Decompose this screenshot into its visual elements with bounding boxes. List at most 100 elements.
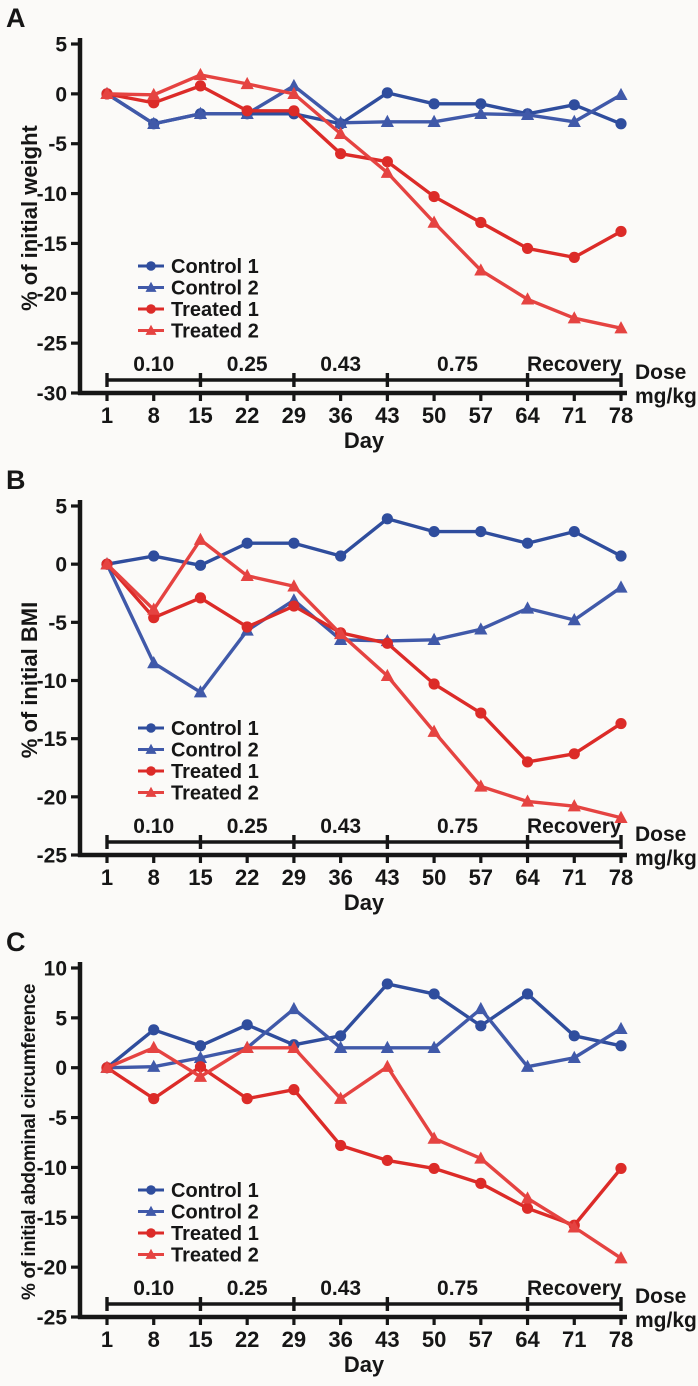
data-point-circle — [148, 1093, 160, 1105]
y-tick-label: 0 — [55, 1057, 67, 1080]
series-treated-2 — [100, 67, 628, 334]
y-tick-label: 0 — [55, 554, 67, 577]
data-point-circle — [428, 988, 440, 1000]
x-tick-label: 22 — [235, 403, 259, 428]
data-point-circle — [521, 242, 534, 255]
legend-item: Control 1 — [138, 256, 259, 278]
data-point-circle — [615, 225, 627, 238]
x-tick-label: 43 — [375, 403, 399, 428]
data-point-circle — [521, 537, 534, 549]
series-line-control-2 — [106, 84, 622, 126]
data-point-circle — [148, 612, 160, 624]
data-point-circle — [381, 978, 393, 990]
legend-circle-icon — [146, 1228, 156, 1238]
legend-item: Treated 1 — [138, 761, 259, 783]
data-point-circle — [521, 1202, 534, 1214]
data-point-circle — [428, 98, 440, 110]
legend-circle-icon — [146, 766, 156, 776]
data-point-circle — [615, 550, 627, 562]
x-tick-label: 15 — [188, 865, 212, 890]
data-point-triangle — [567, 1050, 581, 1063]
data-point-circle — [194, 1040, 207, 1052]
data-point-triangle — [147, 116, 161, 129]
panel-c-letter: C — [6, 927, 26, 957]
data-point-triangle — [427, 724, 441, 737]
data-point-circle — [194, 592, 207, 604]
data-point-triangle — [100, 1060, 114, 1073]
x-tick-label: 8 — [148, 1327, 160, 1352]
dose-segment-label: 0.25 — [227, 353, 268, 376]
data-point-triangle — [567, 114, 581, 127]
data-point-circle — [241, 1093, 253, 1105]
data-point-triangle — [520, 1059, 535, 1072]
x-tick-label: 50 — [422, 403, 446, 428]
data-point-triangle — [147, 87, 161, 101]
dose-segment-label: Recovery — [527, 353, 622, 376]
y-tick-label: -30 — [37, 383, 67, 406]
data-point-circle — [194, 559, 207, 571]
x-tick-label: 8 — [148, 865, 160, 890]
data-point-circle — [521, 988, 534, 1000]
data-point-triangle — [193, 67, 208, 81]
data-point-triangle — [147, 1040, 161, 1053]
dose-segment-label: 0.10 — [133, 815, 174, 838]
data-point-circle — [381, 513, 393, 525]
data-point-triangle — [334, 1091, 348, 1104]
legend-circle-icon — [146, 261, 156, 271]
data-point-triangle — [100, 86, 114, 100]
y-tick-label: -10 — [37, 183, 67, 206]
legend-item: Treated 1 — [138, 1223, 259, 1245]
data-point-triangle — [614, 87, 628, 101]
data-point-triangle — [334, 1040, 348, 1053]
x-tick-label: 50 — [422, 1327, 446, 1352]
x-tick-label: 57 — [469, 403, 493, 428]
y-tick-label: -25 — [37, 1307, 68, 1330]
legend-label: Treated 2 — [171, 1245, 259, 1267]
data-point-triangle — [380, 165, 394, 178]
legend-label: Control 1 — [171, 1180, 259, 1202]
dose-segment-label: 0.10 — [133, 353, 174, 376]
data-point-circle — [475, 1177, 487, 1189]
data-point-circle — [568, 1030, 580, 1042]
data-point-circle — [568, 99, 580, 111]
series-control-2 — [100, 78, 628, 129]
data-point-circle — [428, 190, 440, 203]
y-tick-label: -15 — [37, 728, 68, 751]
panel-a-chart: 50-5-10-15-20-25-301 8 15 22 29 36 43 50 57 64 71 7… — [37, 34, 697, 454]
data-point-circle — [381, 637, 393, 649]
data-point-circle — [288, 537, 300, 549]
legend-triangle-icon — [145, 1205, 157, 1216]
dose-axis-title-line2: mg/kg — [635, 847, 697, 870]
y-tick-label: -15 — [37, 233, 68, 256]
data-point-triangle — [474, 622, 488, 635]
panel-b: B % of initial BMI 5 0 -5 -10 -15 -20 -25 1 8 15 2… — [0, 462, 698, 924]
data-point-triangle — [427, 215, 441, 228]
legend-label: Treated 1 — [171, 1223, 259, 1245]
data-point-circle — [194, 80, 207, 92]
panel-c: C % of initial abdominal circumference 1… — [0, 924, 698, 1386]
data-point-circle — [241, 537, 253, 549]
legend-triangle-icon — [145, 743, 157, 754]
dose-axis-title-line2: mg/kg — [635, 1309, 697, 1332]
x-tick-label: 71 — [562, 865, 586, 890]
legend-item: Control 2 — [138, 1202, 259, 1224]
data-point-triangle — [474, 106, 488, 119]
data-point-triangle — [334, 626, 348, 640]
data-point-circle — [615, 717, 627, 730]
panel-b-chart: 50-5-10-15-20-251 8 15 22 29 36 43 50 57 64 71 78Da… — [37, 496, 697, 916]
data-point-triangle — [380, 114, 394, 127]
y-tick-label: -10 — [37, 1157, 67, 1180]
data-point-triangle — [147, 602, 161, 615]
y-tick-label: 5 — [55, 496, 67, 519]
legend-label: Treated 1 — [171, 761, 259, 783]
axes: 50-5-10-15-20-251 8 15 22 29 36 43 50 57 64 71 78Da… — [37, 496, 634, 916]
data-point-circle — [475, 707, 487, 719]
data-point-triangle — [567, 311, 581, 324]
legend-item: Control 1 — [138, 718, 259, 740]
dose-segment-label: Recovery — [527, 815, 622, 838]
series-line-treated-2 — [106, 1046, 622, 1260]
